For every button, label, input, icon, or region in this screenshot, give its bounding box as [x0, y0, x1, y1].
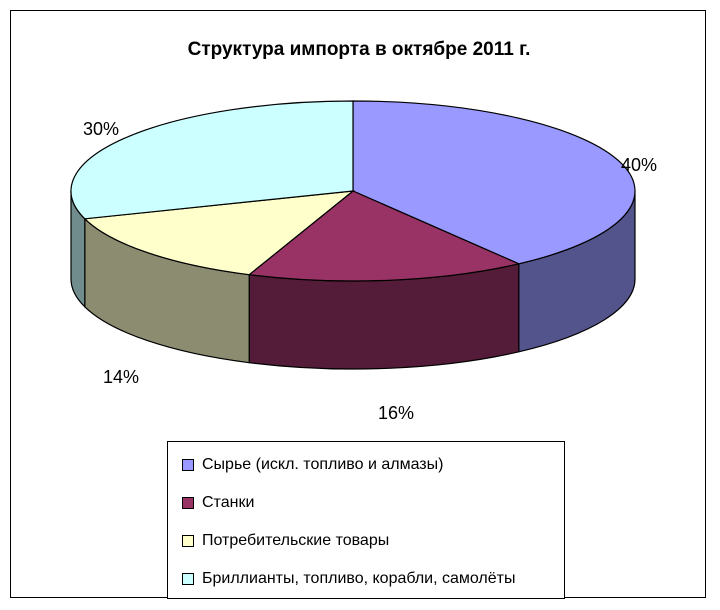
pie-slice-1 — [352, 100, 636, 265]
pie-top-faces — [70, 100, 636, 282]
pie-chart: 40% 16% 14% 30% — [70, 100, 657, 423]
pie-slice-4 — [70, 100, 354, 220]
chart-title: Структура импорта в октябре 2011 г. — [187, 39, 531, 60]
legend-item-2: Станки — [182, 492, 254, 514]
pie-value-label-1: 40% — [621, 155, 657, 175]
legend-swatch — [182, 573, 194, 585]
legend-label: Станки — [202, 494, 255, 511]
legend-item-4: Бриллианты, топливо, корабли, самолёты — [182, 568, 515, 590]
chart-frame: Структура импорта в октябре 2011 г. 40% 1… — [10, 10, 706, 599]
legend-item-3: Потребительские товары — [182, 530, 389, 552]
pie-value-label-2: 16% — [378, 403, 414, 423]
legend-item-1: Сырье (искл. топливо и алмазы) — [182, 454, 443, 476]
pie-value-label-3: 14% — [103, 367, 139, 387]
legend-swatch — [182, 459, 194, 471]
legend-label: Потребительские товары — [202, 532, 390, 549]
legend-label: Сырье (искл. топливо и алмазы) — [202, 456, 444, 473]
pie-slice-2 — [247, 190, 521, 282]
legend-swatch — [182, 535, 194, 547]
legend-swatch — [182, 497, 194, 509]
chart-legend: Сырье (искл. топливо и алмазы) Станки Потр… — [167, 441, 565, 599]
pie-value-label-4: 30% — [83, 119, 119, 139]
legend-label: Бриллианты, топливо, корабли, самолёты — [202, 570, 516, 587]
